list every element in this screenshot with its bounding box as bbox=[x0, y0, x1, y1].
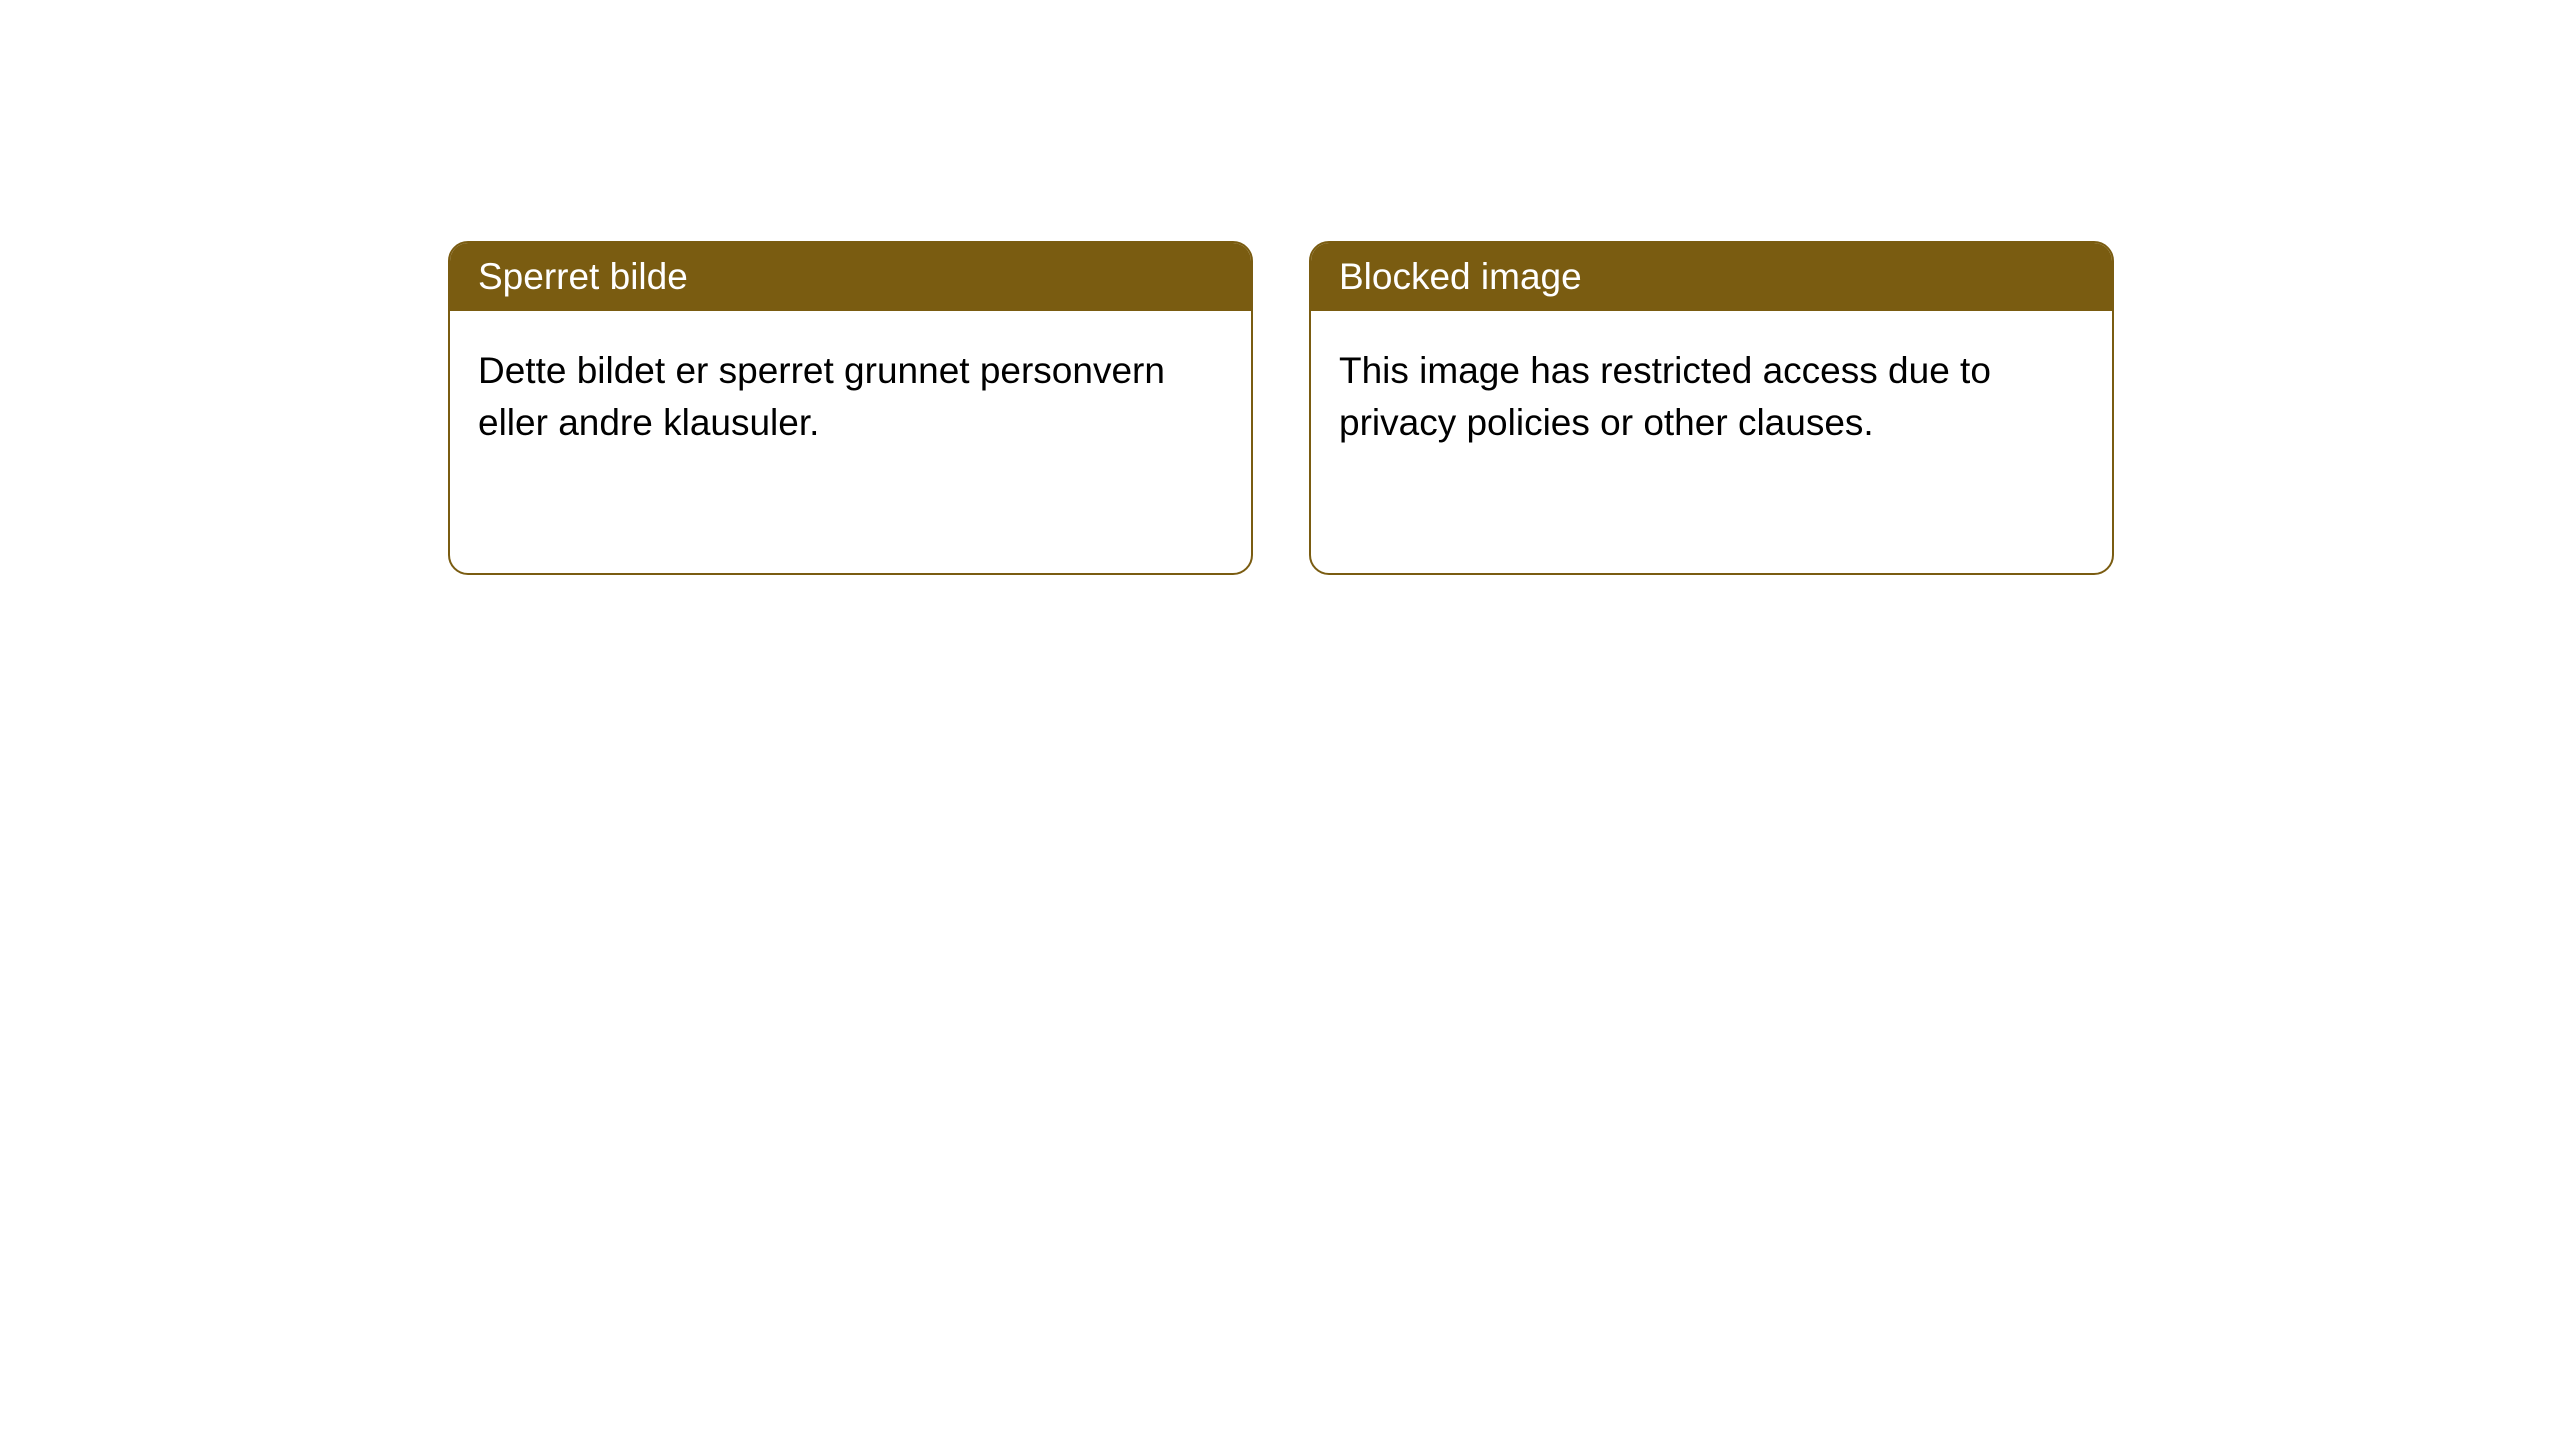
notice-card-title: Blocked image bbox=[1311, 243, 2112, 311]
notice-card-norwegian: Sperret bilde Dette bildet er sperret gr… bbox=[448, 241, 1253, 575]
notice-card-body: This image has restricted access due to … bbox=[1311, 311, 2112, 483]
notice-cards-container: Sperret bilde Dette bildet er sperret gr… bbox=[0, 0, 2560, 575]
notice-card-title: Sperret bilde bbox=[450, 243, 1251, 311]
notice-card-english: Blocked image This image has restricted … bbox=[1309, 241, 2114, 575]
notice-card-body: Dette bildet er sperret grunnet personve… bbox=[450, 311, 1251, 483]
